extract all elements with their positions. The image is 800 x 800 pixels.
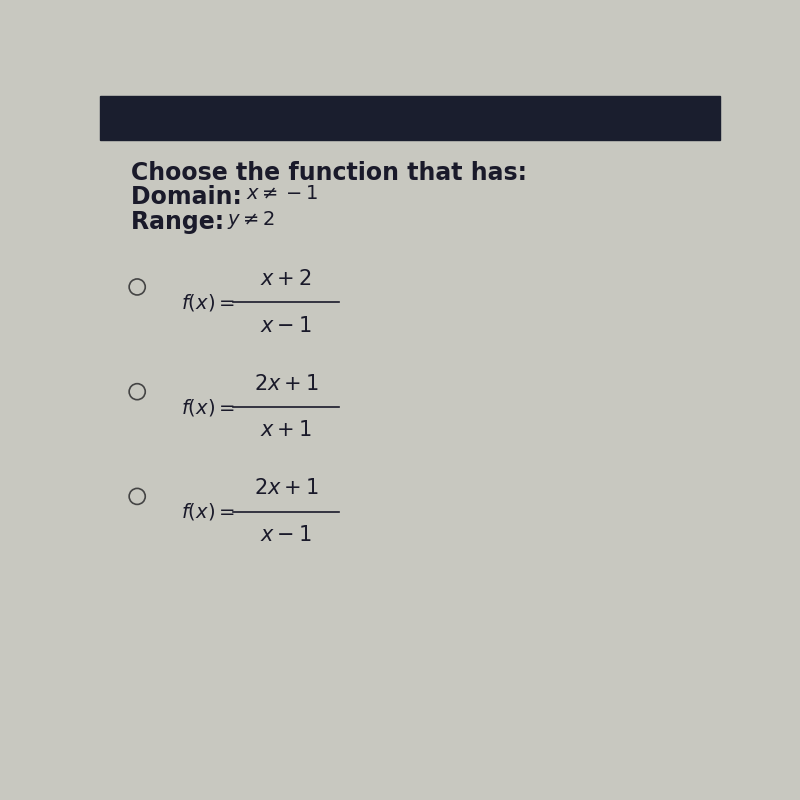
Text: Choose the function that has:: Choose the function that has: (131, 161, 527, 185)
Text: $x+2$: $x+2$ (260, 269, 312, 289)
Text: $f(x) = $: $f(x) = $ (181, 292, 234, 313)
Text: $x−1$: $x−1$ (260, 316, 312, 336)
Text: Range:: Range: (131, 210, 232, 234)
Bar (100, 96, 720, 140)
Text: $f(x) = $: $f(x) = $ (181, 502, 234, 522)
Text: $x+1$: $x+1$ (260, 421, 312, 441)
Text: $2x+1$: $2x+1$ (254, 478, 318, 498)
Text: Domain:: Domain: (131, 186, 250, 210)
Text: $f(x) = $: $f(x) = $ (181, 397, 234, 418)
Text: $2x+1$: $2x+1$ (254, 374, 318, 394)
Text: $x \neq -1$: $x \neq -1$ (246, 184, 318, 203)
Text: $y \neq 2$: $y \neq 2$ (227, 209, 275, 230)
Text: $x−1$: $x−1$ (260, 526, 312, 546)
